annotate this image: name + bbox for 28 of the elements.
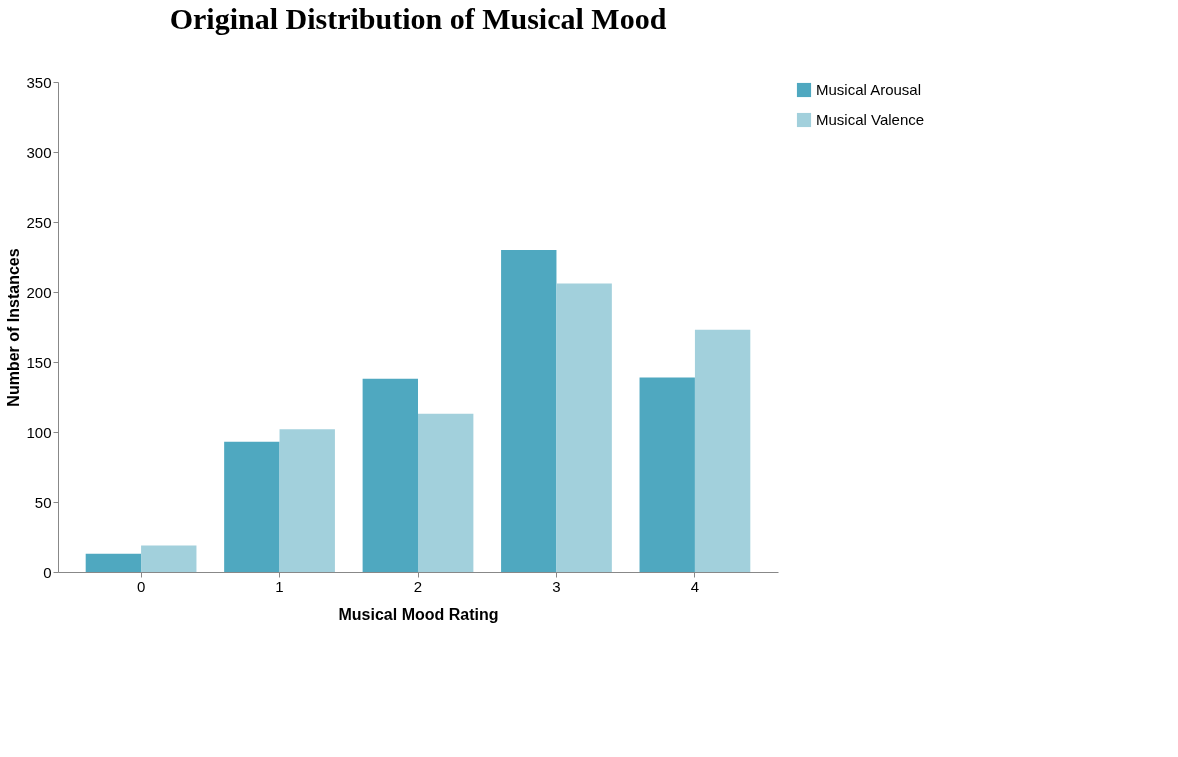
y-tick-label: 200 <box>26 283 52 301</box>
chart-title: Original Distribution of Musical Mood <box>169 2 667 35</box>
bar <box>362 378 418 572</box>
x-tick-label: 1 <box>275 577 284 595</box>
y-tick-label: 150 <box>26 353 52 371</box>
bar <box>639 377 695 572</box>
bar <box>501 250 557 572</box>
x-tick-label: 2 <box>413 577 423 595</box>
y-tick-label: 300 <box>26 143 52 161</box>
bar <box>85 553 142 572</box>
bar <box>556 283 612 572</box>
y-tick-label: 250 <box>26 213 52 231</box>
x-tick-label: 4 <box>690 577 700 595</box>
bar <box>418 413 474 572</box>
y-axis-title: Number of Instances <box>5 248 23 407</box>
bar <box>279 429 335 572</box>
x-tick-label: 3 <box>552 577 561 595</box>
x-tick-label: 0 <box>136 577 146 595</box>
y-tick-label: 50 <box>34 493 52 511</box>
legend-label: Musical Arousal <box>816 81 922 98</box>
x-axis-title: Musical Mood Rating <box>338 605 499 623</box>
y-tick-label: 100 <box>26 423 52 441</box>
bar <box>694 329 751 572</box>
y-tick-label: 350 <box>26 73 52 91</box>
legend-label: Musical Valence <box>816 111 925 128</box>
y-tick-label: 0 <box>43 563 52 581</box>
bar <box>141 545 197 572</box>
bar <box>224 441 280 572</box>
